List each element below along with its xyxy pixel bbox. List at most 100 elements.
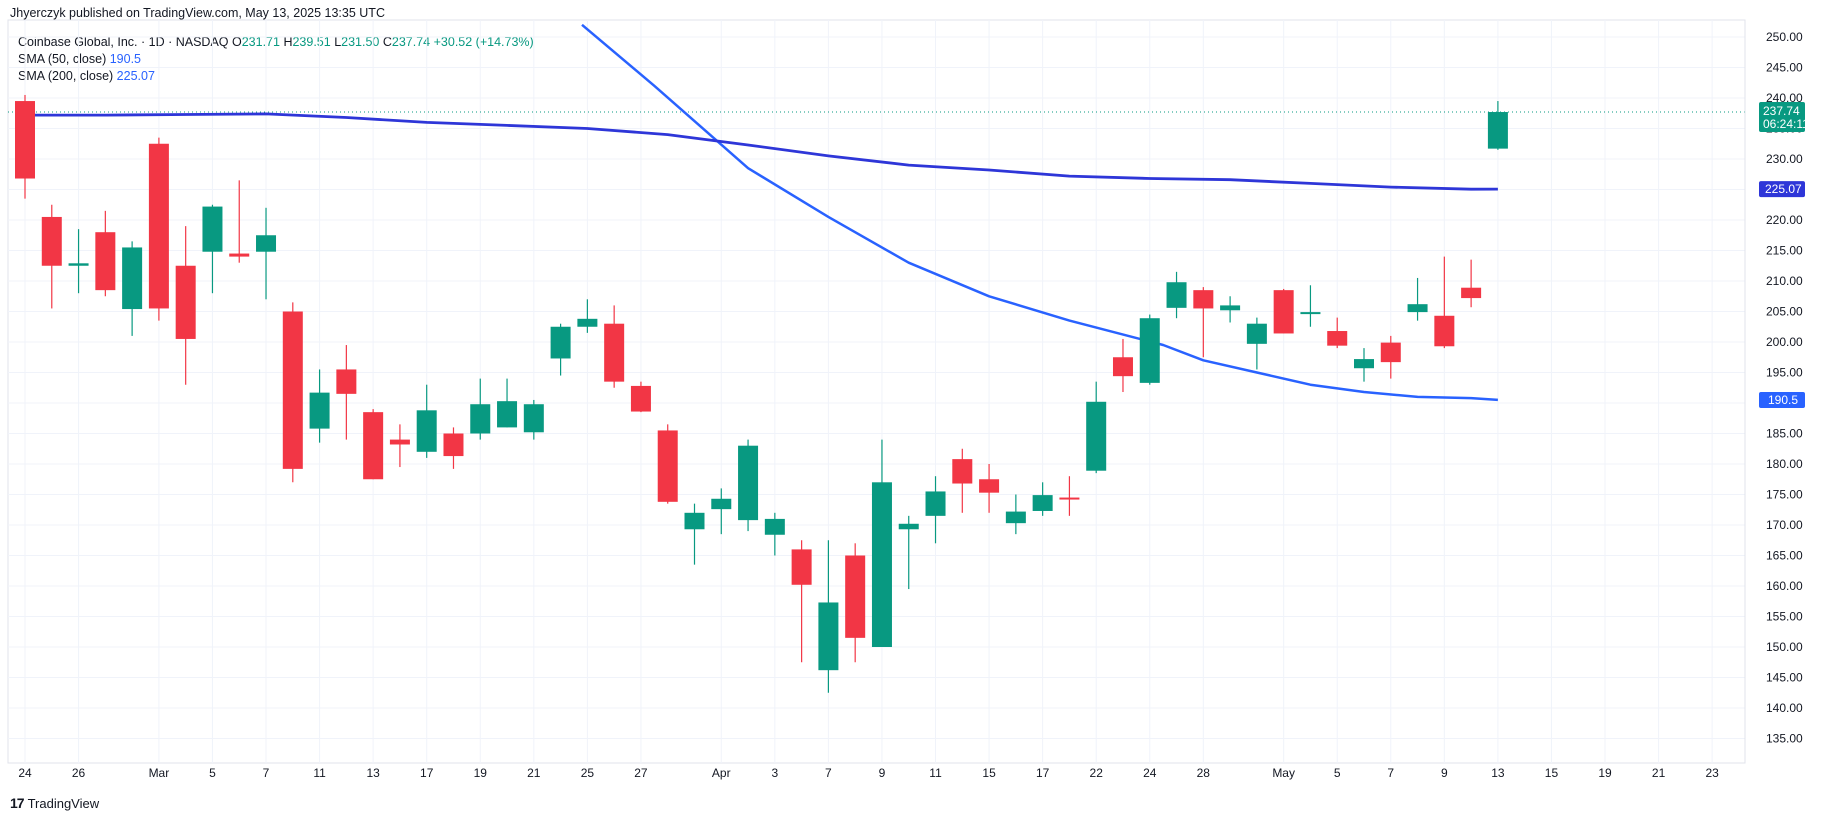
- x-tick-label: 13: [1491, 766, 1505, 780]
- y-tick-label: 160.00: [1766, 579, 1803, 593]
- candle-down: [604, 305, 625, 388]
- candle-down: [1461, 259, 1482, 308]
- x-tick-label: 11: [929, 766, 942, 780]
- x-tick-label: 27: [634, 766, 648, 780]
- candle-down: [1380, 335, 1401, 379]
- candle-body: [523, 404, 544, 433]
- candle-up: [684, 503, 705, 565]
- x-tick-label: 9: [1441, 766, 1448, 780]
- candle-down: [1059, 476, 1080, 516]
- last-price-tag: [1759, 102, 1805, 133]
- symbol-name[interactable]: Coinbase Global, Inc. · 1D · NASDAQ: [18, 35, 229, 49]
- candle-body: [416, 410, 437, 452]
- price-chart[interactable]: 250.00245.00240.00235.00230.00225.00220.…: [0, 0, 1835, 790]
- candle-body: [1139, 318, 1160, 383]
- candle-body: [1086, 401, 1107, 471]
- x-tick-label: 17: [420, 766, 434, 780]
- y-tick-label: 240.00: [1766, 91, 1803, 105]
- y-tick-label: 215.00: [1766, 244, 1803, 258]
- x-tick-label: 7: [263, 766, 270, 780]
- candle-body: [979, 479, 1000, 493]
- candle-down: [363, 409, 384, 480]
- candle-up: [1086, 381, 1107, 474]
- chart-legend: Coinbase Global, Inc. · 1D · NASDAQ O231…: [18, 34, 534, 85]
- candle-body: [202, 206, 223, 252]
- x-tick-label: 26: [72, 766, 86, 780]
- footer-brand[interactable]: TradingView: [27, 795, 100, 811]
- candle-body: [1273, 290, 1294, 334]
- x-tick-label: 3: [771, 766, 778, 780]
- candle-body: [1112, 357, 1133, 377]
- candle-down: [229, 180, 250, 263]
- x-tick-label: 7: [1387, 766, 1394, 780]
- sma50-tag: [1759, 391, 1805, 408]
- candle-down: [845, 543, 866, 663]
- y-tick-label: 245.00: [1766, 61, 1803, 75]
- y-tick-label: 175.00: [1766, 488, 1803, 502]
- candle-down: [148, 137, 169, 321]
- candle-up: [1166, 271, 1187, 319]
- candle-up: [1300, 285, 1321, 327]
- candle-body: [68, 263, 89, 266]
- candle-body: [443, 433, 464, 457]
- x-tick-label: 13: [366, 766, 380, 780]
- candle-body: [95, 232, 116, 291]
- y-tick-label: 135.00: [1766, 732, 1803, 746]
- candle-body: [952, 459, 973, 484]
- legend-sma50-row[interactable]: SMA (50, close) 190.5: [18, 51, 534, 68]
- candle-body: [41, 216, 62, 266]
- candle-body: [1005, 511, 1026, 524]
- grid: [7, 19, 1746, 764]
- y-tick-label: 230.00: [1766, 152, 1803, 166]
- candle-up: [738, 439, 759, 532]
- candle-down: [336, 345, 357, 440]
- ohlc-close: C237.74: [382, 35, 431, 49]
- tradingview-logo-icon[interactable]: 17: [10, 795, 25, 811]
- candle-up: [416, 384, 437, 458]
- y-tick-label: 210.00: [1766, 274, 1803, 288]
- candle-down: [95, 210, 116, 297]
- candle-body: [1407, 304, 1428, 313]
- x-tick-label: 28: [1197, 766, 1211, 780]
- y-tick-label: 165.00: [1766, 549, 1803, 563]
- x-tick-label: 11: [313, 766, 326, 780]
- candle-up: [898, 515, 919, 590]
- candle-down: [1273, 288, 1294, 334]
- candle-up: [68, 229, 89, 294]
- y-tick-label: 220.00: [1766, 213, 1803, 227]
- candle-up: [871, 439, 892, 647]
- candle-down: [389, 424, 410, 468]
- x-tick-label: 5: [1334, 766, 1341, 780]
- x-tick-label: 22: [1090, 766, 1104, 780]
- x-tick-label: Mar: [149, 766, 170, 780]
- candle-down: [1112, 338, 1133, 393]
- candle-body: [577, 318, 598, 327]
- candle-body: [791, 549, 812, 585]
- candle-body: [657, 430, 678, 502]
- publisher-line: Jhyerczyk published on TradingView.com, …: [10, 6, 385, 20]
- y-tick-label: 180.00: [1766, 457, 1803, 471]
- sma50-line: [581, 23, 1498, 402]
- candle-body: [630, 385, 651, 412]
- y-tick-label: 140.00: [1766, 701, 1803, 715]
- candle-body: [363, 412, 384, 480]
- plot-frame: [7, 19, 1746, 764]
- candle-body: [1354, 359, 1374, 369]
- sma-lines: [25, 23, 1498, 402]
- candle-body: [1166, 282, 1187, 308]
- candle-down: [1327, 317, 1348, 349]
- candle-body: [1300, 312, 1321, 315]
- candle-up: [497, 378, 518, 428]
- candle-body: [1487, 112, 1508, 149]
- candle-body: [1220, 305, 1241, 311]
- legend-sma200-row[interactable]: SMA (200, close) 225.07: [18, 68, 534, 85]
- x-tick-label: 24: [18, 766, 32, 780]
- candles: [15, 94, 1508, 693]
- candle-down: [1434, 256, 1455, 349]
- candle-up: [202, 204, 223, 294]
- candle-body: [175, 265, 196, 339]
- y-tick-label: 150.00: [1766, 640, 1803, 654]
- last-price-value: 237.74: [1763, 104, 1800, 118]
- candle-down: [282, 302, 303, 483]
